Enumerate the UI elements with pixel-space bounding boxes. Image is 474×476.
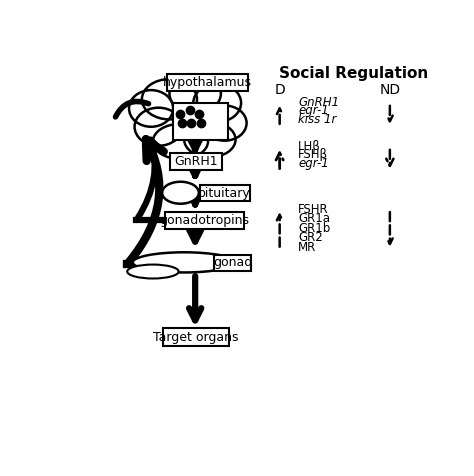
Text: gonad: gonad: [213, 256, 253, 269]
Ellipse shape: [127, 265, 179, 278]
Text: kiss 1r: kiss 1r: [298, 112, 337, 126]
FancyArrowPatch shape: [116, 101, 148, 117]
Text: hypothalamus: hypothalamus: [163, 76, 252, 89]
Ellipse shape: [153, 124, 208, 159]
Text: MR: MR: [298, 241, 316, 254]
Ellipse shape: [193, 84, 241, 122]
Ellipse shape: [142, 79, 197, 119]
Text: gonadotropins: gonadotropins: [159, 214, 249, 227]
Ellipse shape: [129, 90, 173, 127]
Text: FSHR: FSHR: [298, 203, 328, 216]
FancyBboxPatch shape: [163, 328, 229, 346]
FancyBboxPatch shape: [214, 255, 251, 271]
Ellipse shape: [202, 106, 246, 141]
FancyArrowPatch shape: [129, 139, 164, 262]
Text: GR1b: GR1b: [298, 222, 330, 235]
Text: GnRH1: GnRH1: [298, 97, 339, 109]
Polygon shape: [173, 103, 228, 139]
Text: GR2: GR2: [298, 231, 323, 244]
Text: egr-1: egr-1: [298, 157, 329, 169]
Ellipse shape: [184, 122, 236, 157]
Text: Social Regulation: Social Regulation: [279, 66, 428, 81]
Text: FSHβ: FSHβ: [298, 149, 328, 161]
Ellipse shape: [170, 75, 221, 113]
FancyBboxPatch shape: [170, 153, 222, 170]
Text: ND: ND: [379, 83, 401, 97]
FancyBboxPatch shape: [200, 185, 249, 201]
Ellipse shape: [118, 87, 258, 145]
Text: GR1a: GR1a: [298, 212, 330, 225]
Ellipse shape: [135, 108, 182, 146]
Text: LHβ: LHβ: [298, 140, 321, 153]
Text: GnRH1: GnRH1: [174, 155, 218, 168]
FancyArrowPatch shape: [138, 139, 163, 218]
Text: Target organs: Target organs: [153, 331, 239, 344]
Ellipse shape: [162, 182, 199, 204]
FancyBboxPatch shape: [166, 74, 248, 91]
Text: pituitary: pituitary: [198, 187, 251, 199]
Ellipse shape: [133, 252, 236, 272]
Text: egr-1: egr-1: [298, 105, 329, 118]
Text: D: D: [274, 83, 285, 97]
FancyBboxPatch shape: [164, 212, 244, 228]
